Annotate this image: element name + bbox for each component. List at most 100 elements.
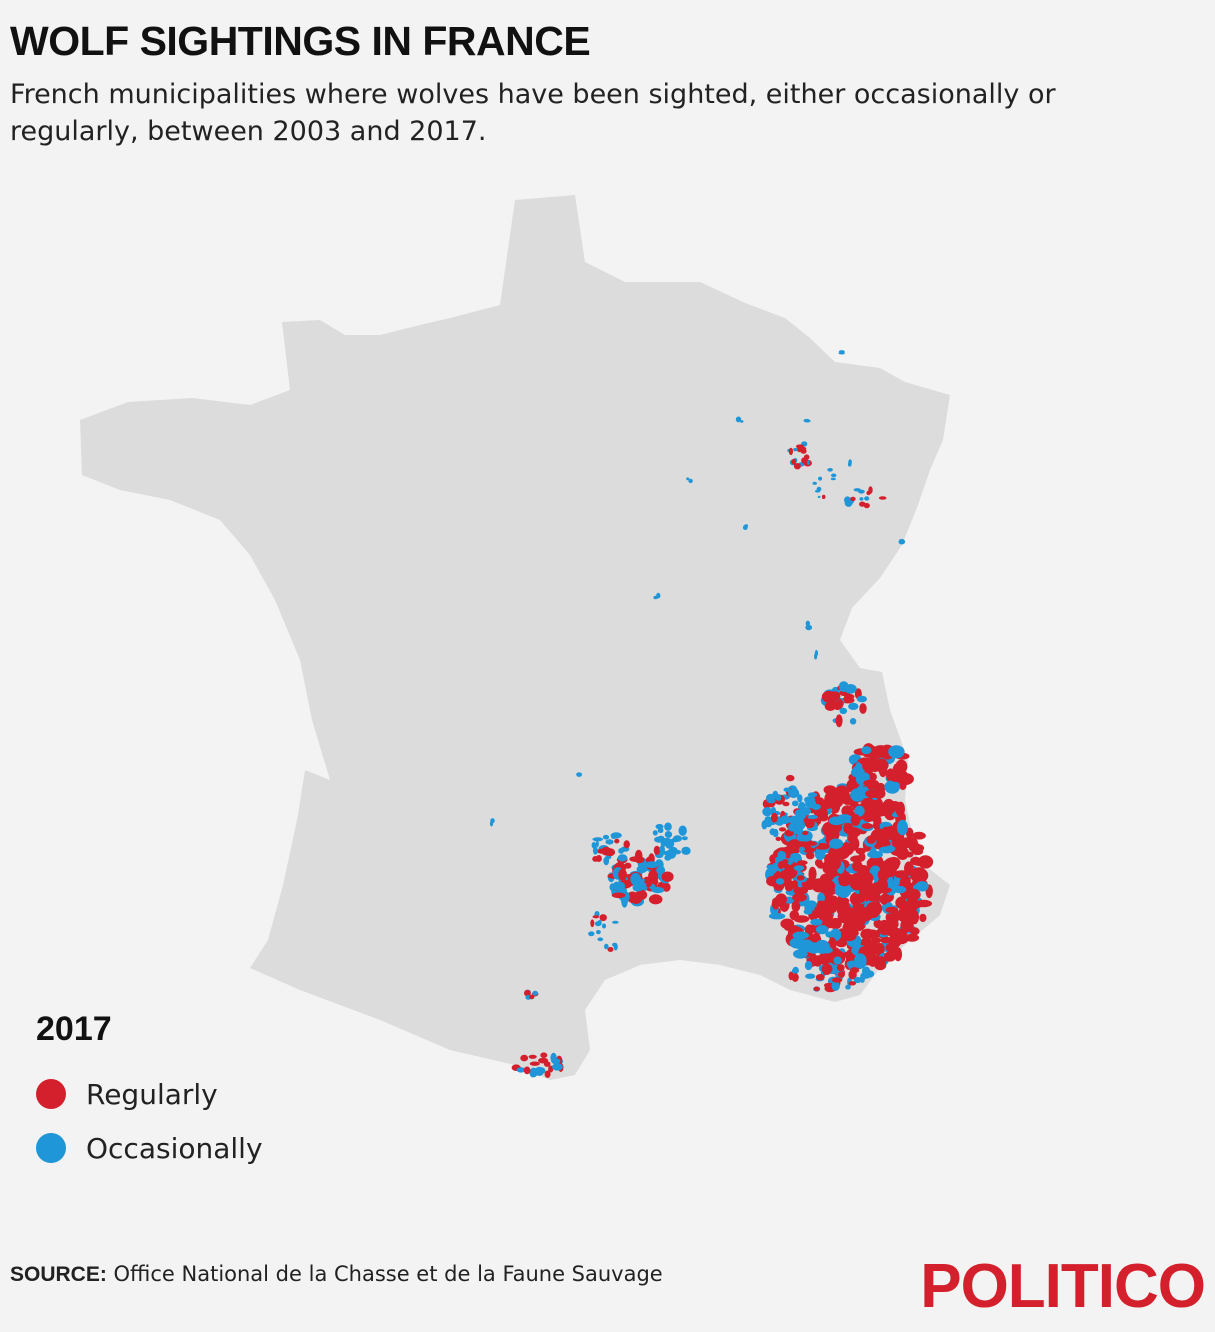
occasional-sighting <box>856 695 868 703</box>
occasional-sighting <box>807 792 818 798</box>
occasional-sighting <box>766 798 776 804</box>
occasional-sighting <box>791 968 798 974</box>
occasional-sighting <box>617 854 628 862</box>
regular-sighting <box>623 840 630 849</box>
regular-sighting <box>801 457 808 464</box>
regular-sighting <box>596 848 608 854</box>
occasional-sighting <box>848 459 852 465</box>
regular-sighting <box>909 843 925 853</box>
regular-sighting <box>795 444 805 449</box>
regular-sighting <box>618 868 627 881</box>
regular-sighting <box>590 919 595 928</box>
politico-logo: POLITICO <box>920 1252 1206 1321</box>
occasional-sighting <box>796 833 808 842</box>
regular-sighting <box>791 880 799 889</box>
regular-sighting <box>882 826 892 833</box>
occasional-sighting <box>780 851 787 860</box>
occasional-sighting <box>664 822 672 831</box>
regular-sighting <box>911 831 926 840</box>
occasional-sighting <box>656 592 661 599</box>
regular-sighting <box>777 861 785 870</box>
occasional-sighting <box>681 836 688 841</box>
occasional-sighting <box>761 820 768 830</box>
occasional-sighting <box>807 814 818 820</box>
regular-sighting <box>529 994 535 1000</box>
chart-title: WOLF SIGHTINGS IN FRANCE <box>10 18 591 64</box>
regular-sighting <box>869 772 877 781</box>
occasional-sighting <box>665 849 677 859</box>
occasional-sighting <box>636 865 648 873</box>
occasional-sighting <box>789 937 806 949</box>
regular-sighting <box>846 827 861 838</box>
regular-sighting <box>788 447 794 456</box>
occasional-sighting <box>529 1070 536 1078</box>
occasional-sighting <box>791 800 799 807</box>
regular-sighting <box>817 900 826 907</box>
regular-sighting <box>624 862 632 869</box>
regular-sighting <box>528 1054 537 1059</box>
regular-sighting <box>544 1070 551 1078</box>
regular-sighting <box>833 701 842 711</box>
regular-sighting <box>611 892 626 899</box>
occasional-sighting <box>742 525 748 530</box>
regular-sighting <box>915 899 933 908</box>
occasionally-swatch <box>36 1133 66 1163</box>
occasional-sighting <box>516 1067 526 1073</box>
regular-sighting <box>875 782 886 794</box>
france-land <box>80 195 950 1080</box>
regular-sighting <box>904 861 914 876</box>
occasional-sighting <box>678 825 687 836</box>
regular-sighting <box>592 856 599 862</box>
regular-sighting <box>879 893 889 905</box>
occasional-sighting <box>804 960 813 971</box>
regular-sighting <box>770 812 778 823</box>
occasional-sighting <box>844 684 857 694</box>
occasional-sighting <box>814 653 818 660</box>
occasional-sighting <box>805 620 810 627</box>
regular-sighting <box>782 863 790 869</box>
regularly-swatch <box>36 1079 66 1109</box>
occasional-sighting <box>812 481 817 485</box>
occasional-sighting <box>854 805 865 817</box>
occasional-sighting <box>915 881 929 892</box>
occasional-sighting <box>616 881 626 891</box>
occasional-sighting <box>805 799 817 809</box>
occasional-sighting <box>655 823 664 830</box>
occasional-sighting <box>858 489 865 494</box>
regular-sighting <box>793 886 801 895</box>
regular-sighting <box>874 831 889 839</box>
occasional-sighting <box>604 943 609 950</box>
regular-sighting <box>782 801 790 807</box>
regular-sighting <box>796 875 805 881</box>
occasional-sighting <box>788 788 800 799</box>
occasional-sighting <box>793 949 808 959</box>
occasional-sighting <box>588 931 595 937</box>
regular-sighting <box>523 1066 531 1075</box>
occasional-sighting <box>597 937 604 942</box>
occasional-sighting <box>838 889 850 898</box>
regular-sighting <box>834 785 850 800</box>
occasional-sighting <box>798 846 805 852</box>
occasional-sighting <box>597 919 602 926</box>
regular-sighting <box>824 880 836 892</box>
regular-sighting <box>784 925 799 932</box>
regular-sighting <box>792 893 807 902</box>
occasional-sighting <box>792 931 810 940</box>
occasional-sighting <box>551 1058 561 1065</box>
regular-sighting <box>844 693 855 700</box>
regular-sighting <box>540 1052 548 1058</box>
occasional-sighting <box>833 956 842 965</box>
regular-sighting <box>859 703 867 714</box>
regular-sighting <box>835 714 843 728</box>
occasional-sighting <box>803 908 813 915</box>
regular-sighting <box>866 893 882 902</box>
occasional-sighting <box>793 865 805 871</box>
occasional-sighting <box>793 827 804 835</box>
legend-item-regularly: Regularly <box>36 1067 263 1121</box>
regular-sighting <box>848 981 857 986</box>
occasional-sighting <box>762 807 773 817</box>
occasional-sighting <box>839 707 848 715</box>
regular-sighting <box>899 899 908 907</box>
regular-sighting <box>838 877 851 887</box>
regular-sighting <box>849 876 865 891</box>
